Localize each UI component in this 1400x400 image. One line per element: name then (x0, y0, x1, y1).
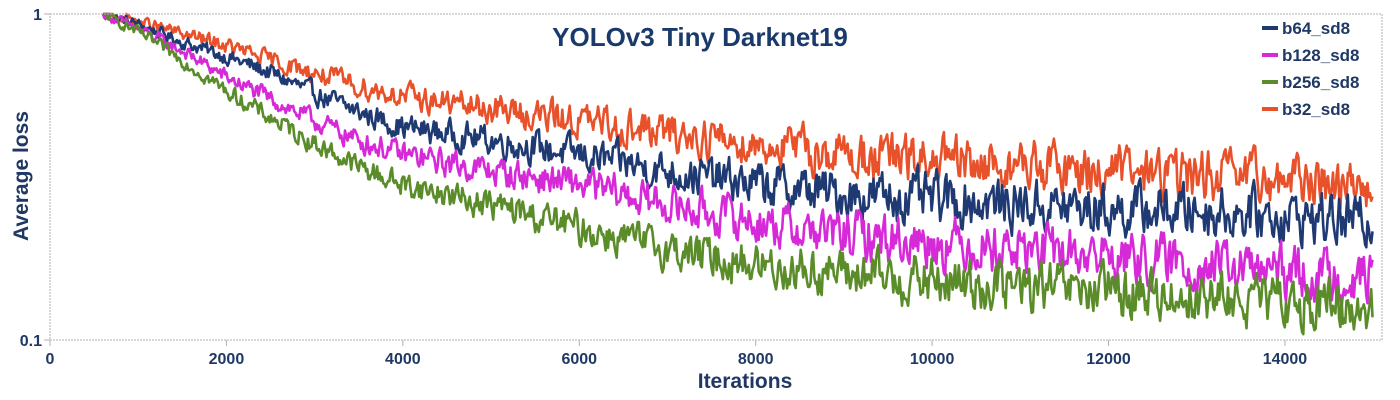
x-tick-label: 12000 (1086, 351, 1131, 368)
series-line-b256_sd8 (102, 12, 1374, 336)
legend-label: b32_sd8 (1282, 100, 1350, 119)
legend-label: b64_sd8 (1282, 19, 1350, 38)
x-axis-label: Iterations (698, 370, 793, 393)
legend-item-b64_sd8: b64_sd8 (1262, 19, 1350, 38)
legend-item-b32_sd8: b32_sd8 (1262, 100, 1350, 119)
x-tick-label: 10000 (910, 351, 955, 368)
legend: b64_sd8 b128_sd8 b256_sd8 b32_sd8 (1262, 19, 1360, 119)
series-layer (101, 12, 1374, 336)
x-tick-label: 4000 (385, 351, 421, 368)
plot-frame (49, 13, 1383, 341)
y-axis-label: Average loss (10, 111, 33, 241)
x-tick-label: 14000 (1263, 351, 1308, 368)
x-tick-label: 6000 (561, 351, 597, 368)
legend-label: b128_sd8 (1282, 46, 1360, 65)
legend-label: b256_sd8 (1282, 73, 1360, 92)
series-line-b32_sd8 (102, 12, 1374, 211)
series-line-b64_sd8 (101, 12, 1374, 250)
chart-title: YOLOv3 Tiny Darknet19 (552, 22, 848, 52)
x-tick-label: 0 (46, 351, 55, 368)
series-line-b128_sd8 (101, 12, 1374, 308)
x-tick-label: 8000 (738, 351, 774, 368)
legend-item-b256_sd8: b256_sd8 (1262, 73, 1360, 92)
ticks-layer: 0 2000 4000 6000 8000 10000 12000 14000 0.1 1 (20, 7, 1308, 368)
y-tick-label: 1 (33, 7, 42, 24)
y-tick-label: 0.1 (20, 333, 42, 350)
x-tick-label: 2000 (209, 351, 245, 368)
legend-item-b128_sd8: b128_sd8 (1262, 46, 1360, 65)
axes-layer (49, 13, 1383, 341)
